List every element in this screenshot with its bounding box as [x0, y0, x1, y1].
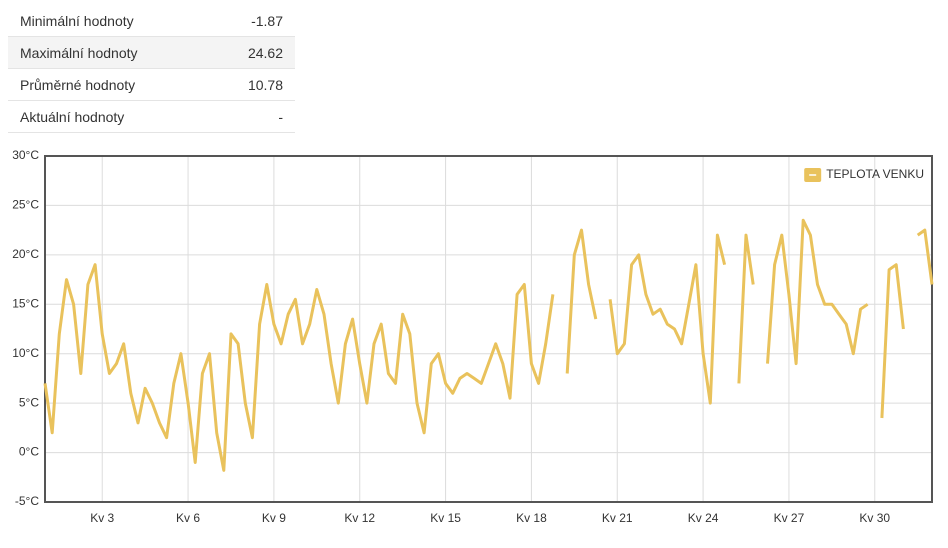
stat-label: Aktuální hodnoty — [8, 100, 211, 133]
legend-label: TEPLOTA VENKU — [826, 167, 924, 181]
y-tick-label: 30°C — [12, 148, 39, 162]
x-tick-label: Kv 15 — [430, 511, 461, 525]
stat-value: 24.62 — [210, 36, 295, 69]
y-tick-label: -5°C — [15, 494, 39, 508]
x-tick-label: Kv 21 — [602, 511, 633, 525]
y-tick-label: 5°C — [19, 395, 39, 409]
y-tick-label: 25°C — [12, 198, 39, 212]
stats-row: Aktuální hodnoty - — [8, 100, 295, 133]
stats-row: Minimální hodnoty -1.87 — [8, 5, 295, 37]
y-tick-label: 20°C — [12, 247, 39, 261]
stat-value: 10.78 — [210, 68, 295, 101]
stat-label: Průměrné hodnoty — [8, 68, 211, 101]
x-tick-label: Kv 18 — [516, 511, 547, 525]
data-line — [43, 218, 934, 472]
stat-label: Maximální hodnoty — [8, 36, 211, 69]
y-tick-label: 0°C — [19, 445, 39, 459]
y-tick-label: 10°C — [12, 346, 39, 360]
x-tick-label: Kv 12 — [344, 511, 375, 525]
x-tick-label: Kv 24 — [688, 511, 719, 525]
stats-row: Průměrné hodnoty 10.78 — [8, 68, 295, 101]
stats-row: Maximální hodnoty 24.62 — [8, 36, 295, 69]
y-tick-label: 15°C — [12, 296, 39, 310]
stat-value: -1.87 — [210, 5, 295, 37]
x-tick-label: Kv 30 — [859, 511, 890, 525]
x-tick-label: Kv 27 — [774, 511, 805, 525]
stats-table: Minimální hodnoty -1.87 Maximální hodnoty 2… — [8, 5, 295, 133]
stat-value: - — [210, 100, 295, 133]
plot-frame — [44, 155, 933, 503]
x-tick-label: Kv 6 — [176, 511, 200, 525]
x-tick-label: Kv 3 — [90, 511, 114, 525]
x-tick-label: Kv 9 — [262, 511, 286, 525]
stat-label: Minimální hodnoty — [8, 5, 211, 37]
